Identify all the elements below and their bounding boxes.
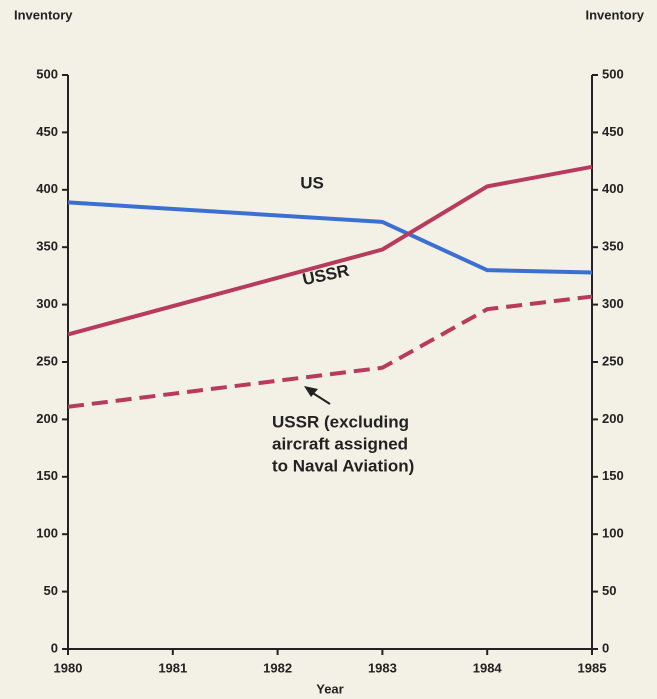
- y2-tick-label: 400: [602, 181, 624, 196]
- y2-tick-label: 0: [602, 640, 609, 655]
- y2-tick-label: 300: [602, 296, 624, 311]
- y-tick-label: 0: [51, 640, 58, 655]
- y-tick-label: 250: [36, 353, 58, 368]
- y-tick-label: 400: [36, 181, 58, 196]
- y2-tick-label: 450: [602, 124, 624, 139]
- annotation: to Naval Aviation): [272, 456, 414, 475]
- x-tick-label: 1983: [368, 660, 397, 675]
- series-line: [67, 200, 593, 275]
- annotation: USSR (excluding: [272, 412, 409, 431]
- y2-tick-label: 50: [602, 583, 616, 598]
- y-tick-label: 350: [36, 239, 58, 254]
- y-axis-label: Inventory: [14, 7, 73, 22]
- x-tick-label: 1985: [578, 660, 607, 675]
- x-tick-label: 1981: [158, 660, 187, 675]
- y2-axis-label: Inventory: [585, 7, 644, 22]
- y-tick-label: 50: [44, 583, 58, 598]
- y-tick-label: 100: [36, 526, 58, 541]
- y2-tick-label: 500: [602, 66, 624, 81]
- series-line: [67, 164, 593, 337]
- y2-tick-label: 250: [602, 353, 624, 368]
- x-tick-label: 1984: [473, 660, 503, 675]
- x-tick-label: 1982: [263, 660, 292, 675]
- y-tick-label: 200: [36, 411, 58, 426]
- y2-tick-label: 200: [602, 411, 624, 426]
- annotation: aircraft assigned: [272, 434, 408, 453]
- y-tick-label: 450: [36, 124, 58, 139]
- arrow-head: [304, 386, 318, 397]
- y-tick-label: 300: [36, 296, 58, 311]
- y2-tick-label: 350: [602, 239, 624, 254]
- y2-tick-label: 150: [602, 468, 624, 483]
- y-tick-label: 150: [36, 468, 58, 483]
- y-tick-label: 500: [36, 66, 58, 81]
- x-axis-label: Year: [316, 681, 343, 696]
- series-line: [67, 294, 593, 409]
- x-tick-label: 1980: [54, 660, 83, 675]
- y2-tick-label: 100: [602, 526, 624, 541]
- series-label: US: [300, 173, 324, 192]
